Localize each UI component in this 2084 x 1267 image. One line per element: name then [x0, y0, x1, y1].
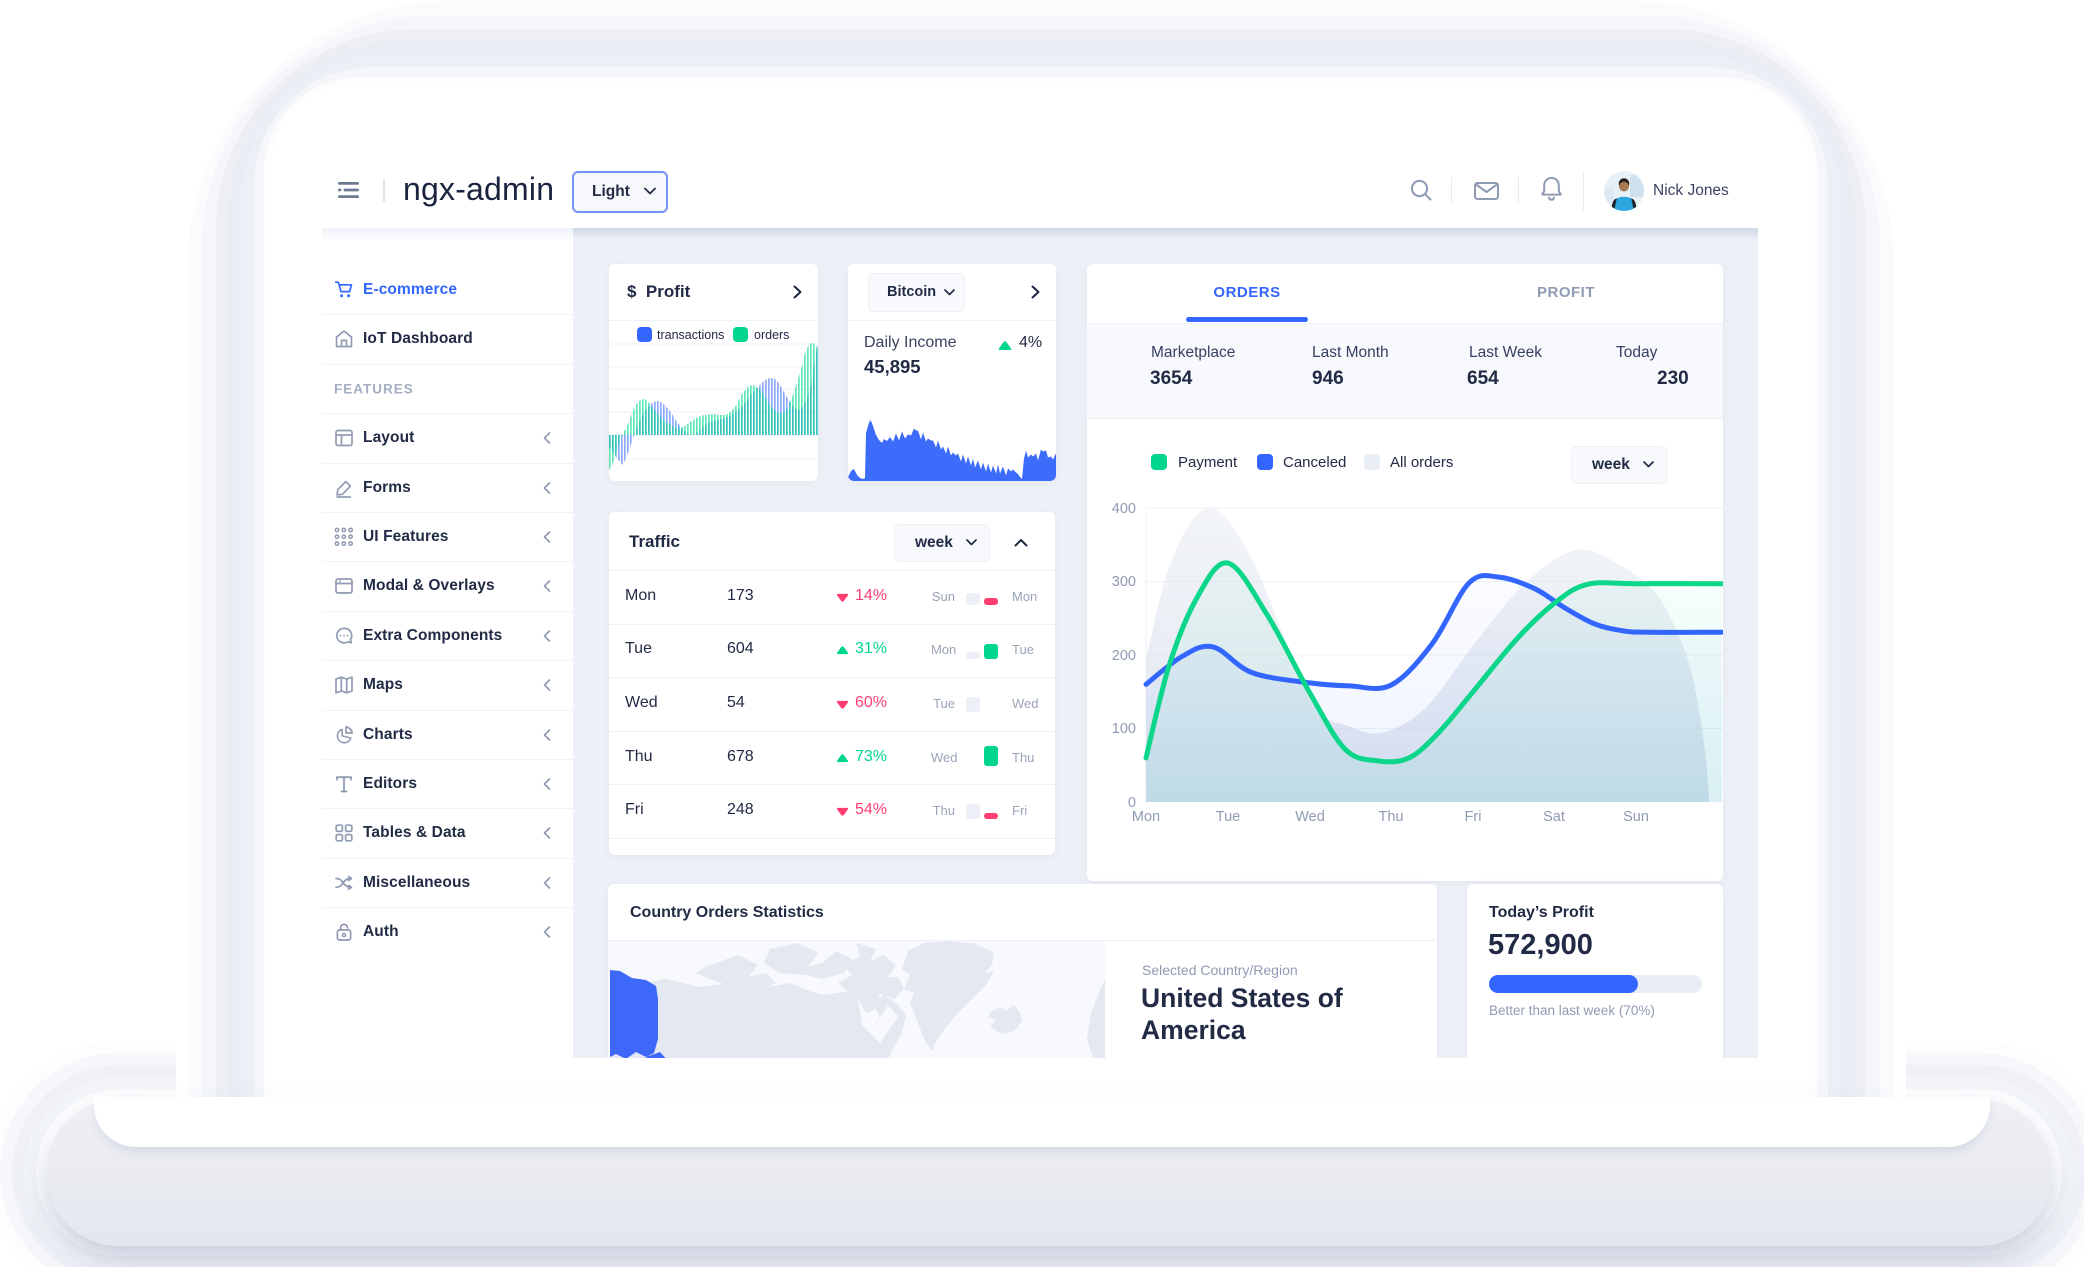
svg-text:Wed: Wed — [1295, 809, 1325, 824]
svg-text:400: 400 — [1112, 501, 1136, 517]
svg-text:Fri: Fri — [1465, 809, 1482, 824]
svg-text:Mon: Mon — [1132, 809, 1160, 824]
svg-text:300: 300 — [1112, 574, 1136, 590]
svg-text:0: 0 — [1128, 795, 1136, 811]
svg-text:Thu: Thu — [1379, 809, 1404, 824]
svg-text:200: 200 — [1112, 648, 1136, 664]
svg-text:100: 100 — [1112, 721, 1136, 737]
svg-text:Sat: Sat — [1543, 809, 1565, 824]
svg-text:Tue: Tue — [1216, 809, 1240, 824]
svg-text:Sun: Sun — [1623, 809, 1649, 824]
